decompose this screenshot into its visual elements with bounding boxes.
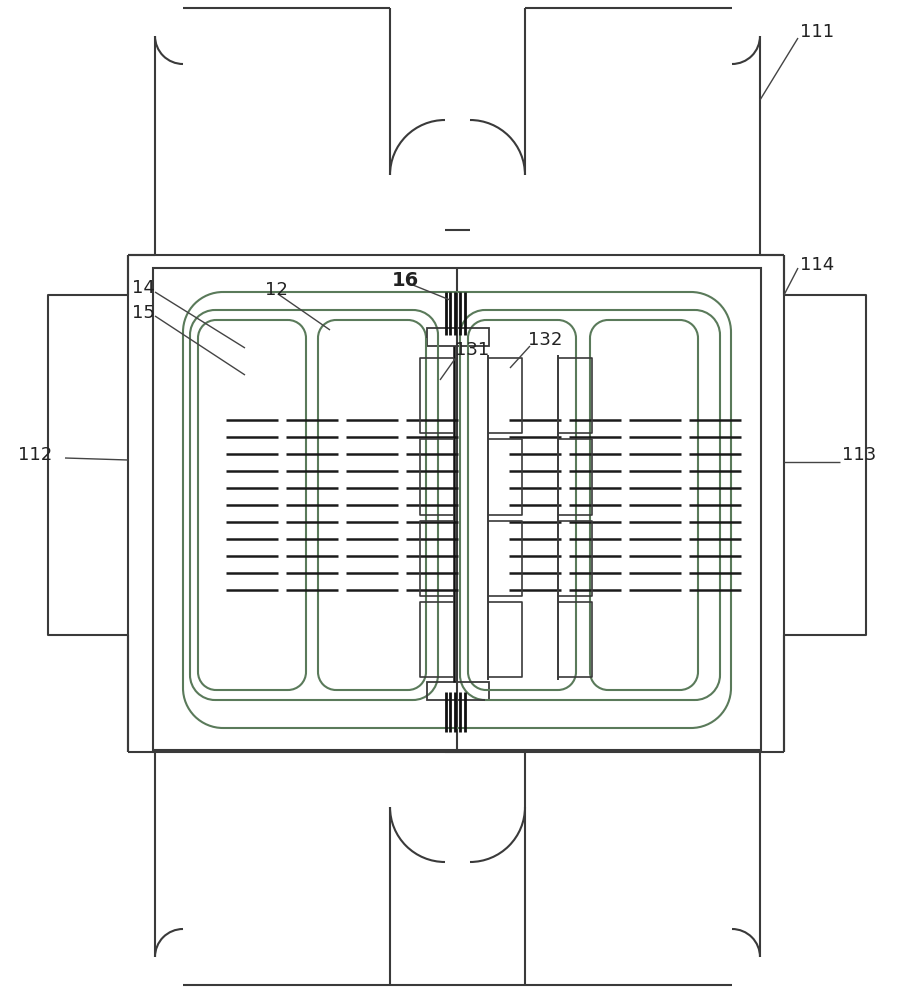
Text: 111: 111 <box>800 23 834 41</box>
Text: 113: 113 <box>842 446 877 464</box>
Text: 12: 12 <box>265 281 288 299</box>
Text: 131: 131 <box>455 341 489 359</box>
Text: 112: 112 <box>18 446 52 464</box>
Bar <box>153 268 761 750</box>
Bar <box>427 682 489 700</box>
Text: 15: 15 <box>132 304 154 322</box>
Text: 132: 132 <box>528 331 562 349</box>
Text: 14: 14 <box>132 279 154 297</box>
Text: 114: 114 <box>800 256 834 274</box>
Bar <box>427 328 489 346</box>
Text: 16: 16 <box>392 270 420 290</box>
